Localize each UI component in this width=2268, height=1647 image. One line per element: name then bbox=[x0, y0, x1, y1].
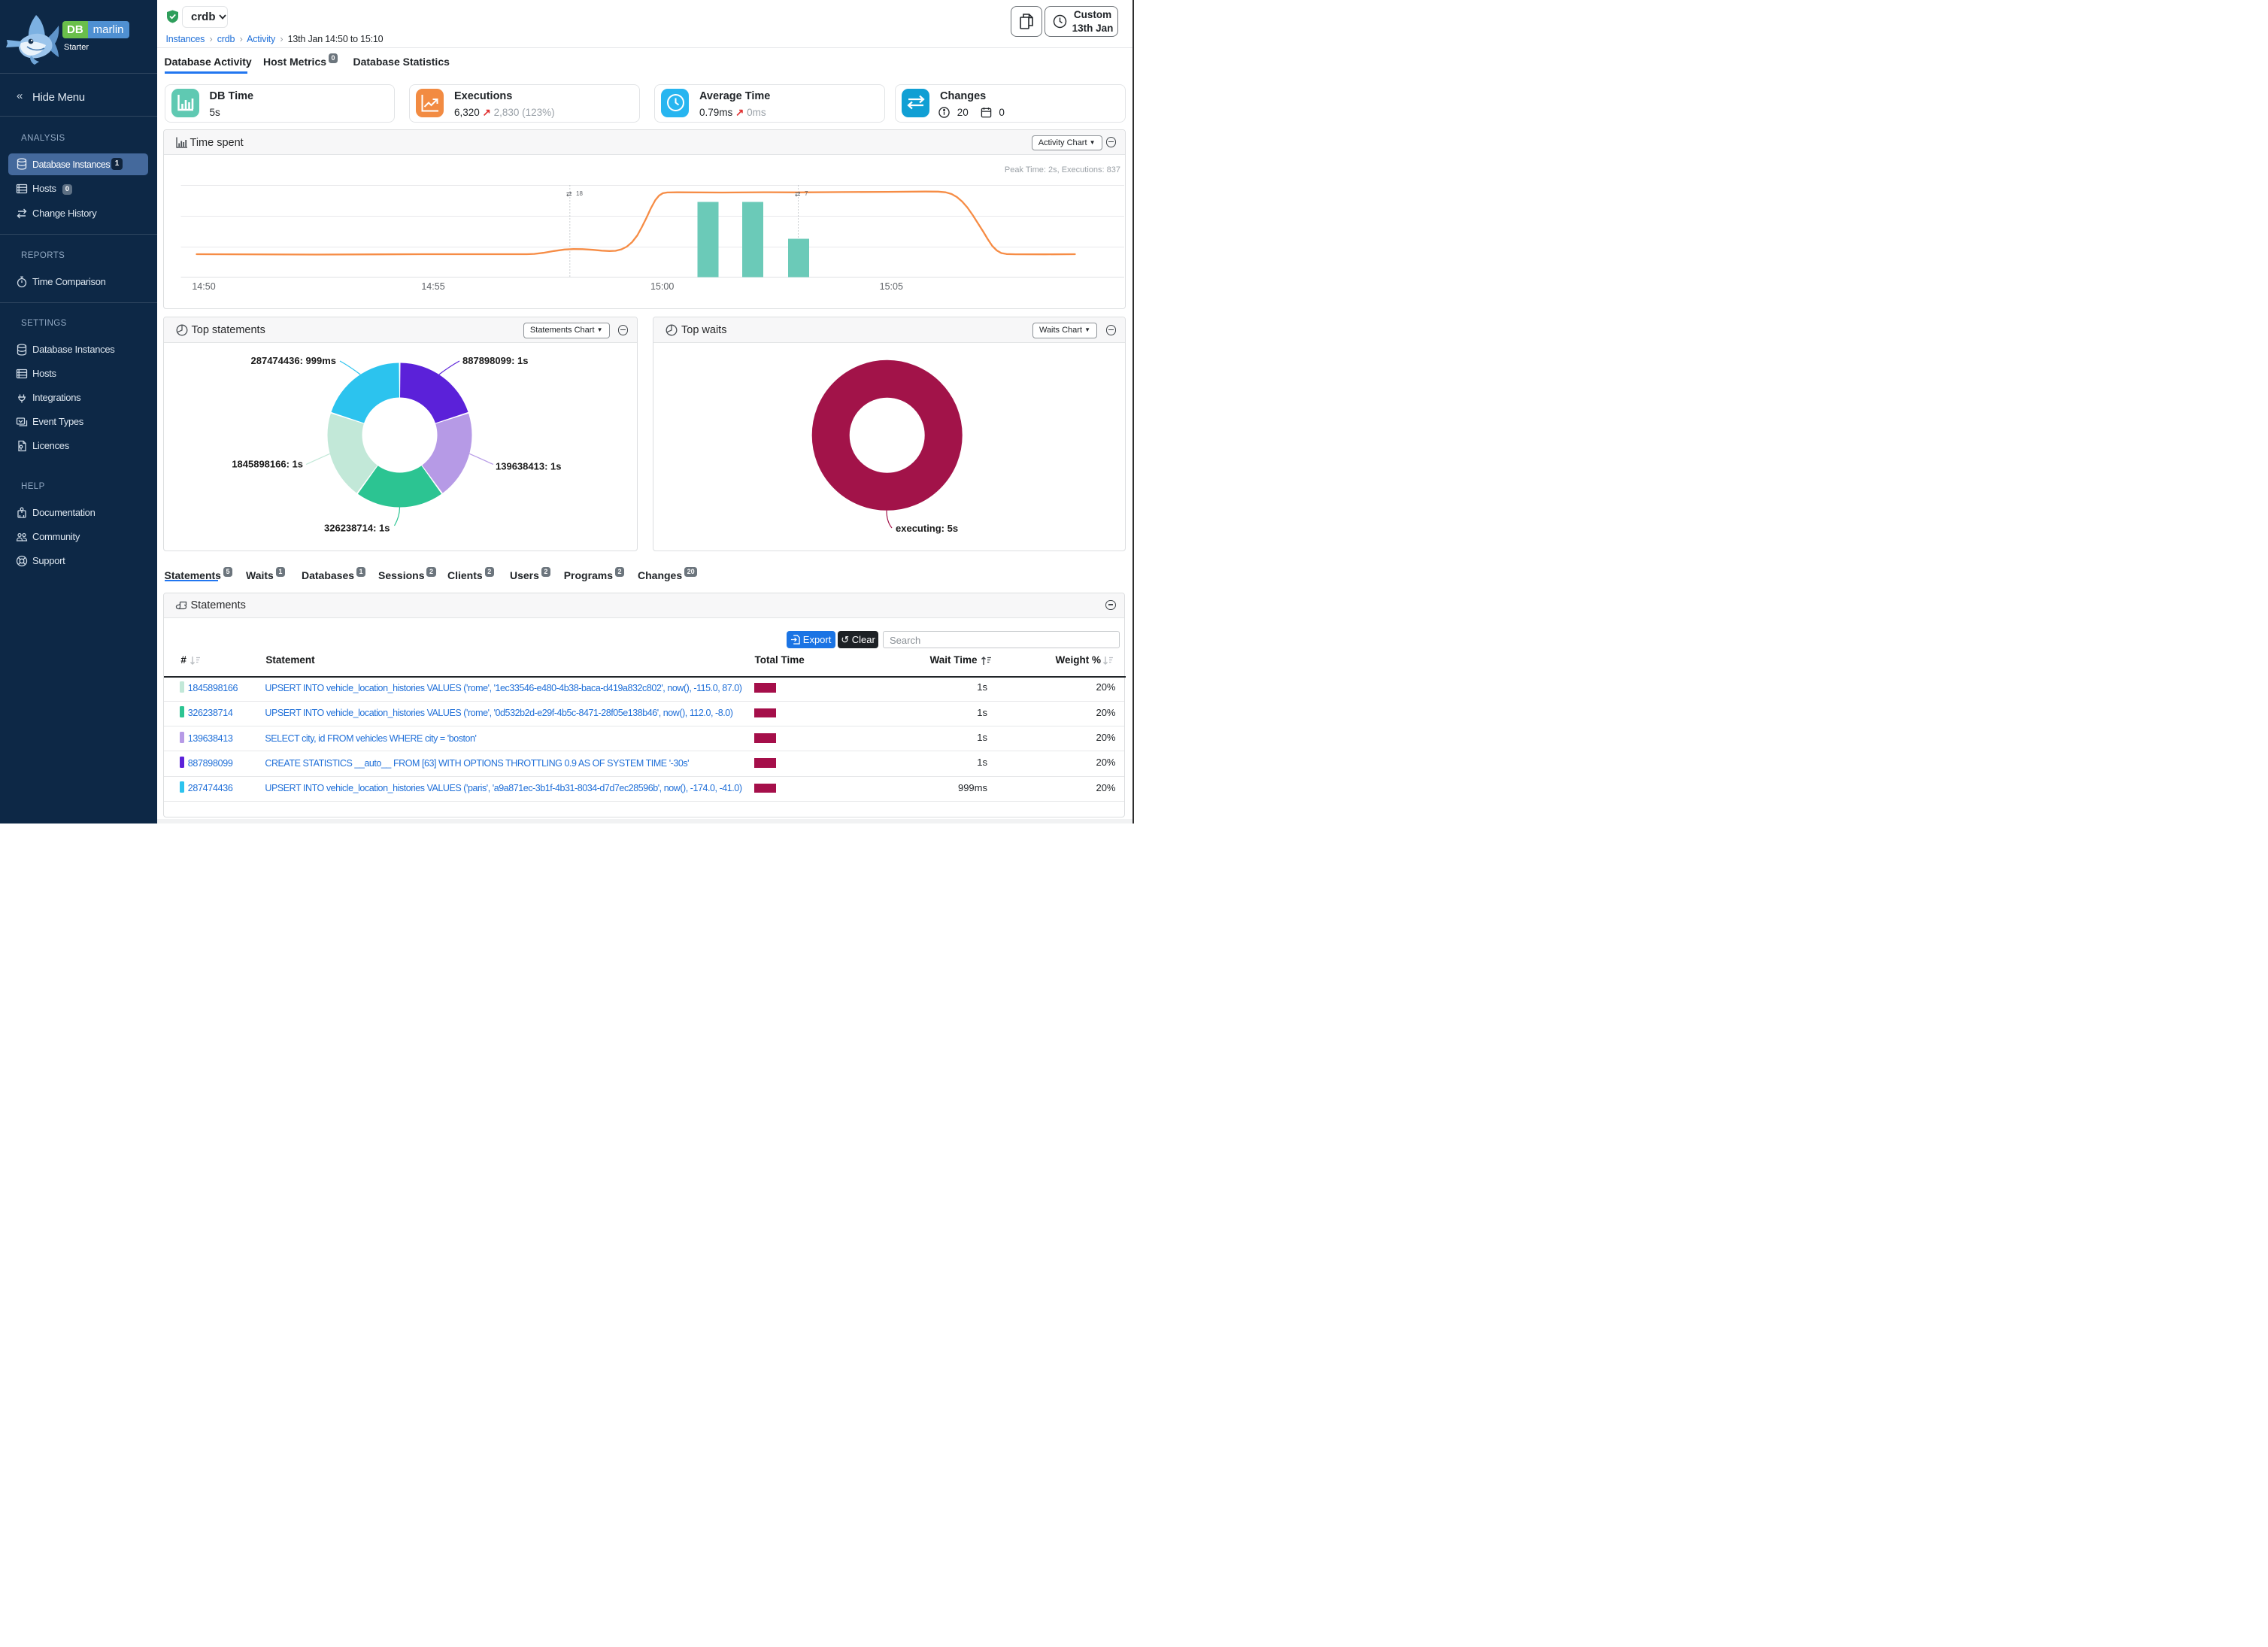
svg-text:887898099: 1s: 887898099: 1s bbox=[462, 355, 528, 366]
svg-text:Peak Time: 2s, Executions: 837: Peak Time: 2s, Executions: 837 bbox=[1004, 165, 1120, 174]
svg-text:executing: 5s: executing: 5s bbox=[896, 523, 958, 534]
svg-text:139638413: 1s: 139638413: 1s bbox=[496, 461, 561, 472]
svg-text:1845898166: 1s: 1845898166: 1s bbox=[232, 459, 303, 470]
svg-text:⇄: ⇄ bbox=[566, 190, 572, 198]
svg-text:15:00: 15:00 bbox=[650, 281, 674, 292]
svg-text:14:50: 14:50 bbox=[192, 281, 215, 292]
svg-text:15:05: 15:05 bbox=[879, 281, 902, 292]
svg-text:7: 7 bbox=[805, 190, 808, 197]
svg-text:14:55: 14:55 bbox=[421, 281, 444, 292]
svg-text:18: 18 bbox=[576, 190, 583, 197]
svg-text:326238714: 1s: 326238714: 1s bbox=[324, 523, 390, 534]
svg-text:287474436: 999ms: 287474436: 999ms bbox=[250, 355, 336, 366]
svg-text:⇄: ⇄ bbox=[795, 190, 801, 198]
